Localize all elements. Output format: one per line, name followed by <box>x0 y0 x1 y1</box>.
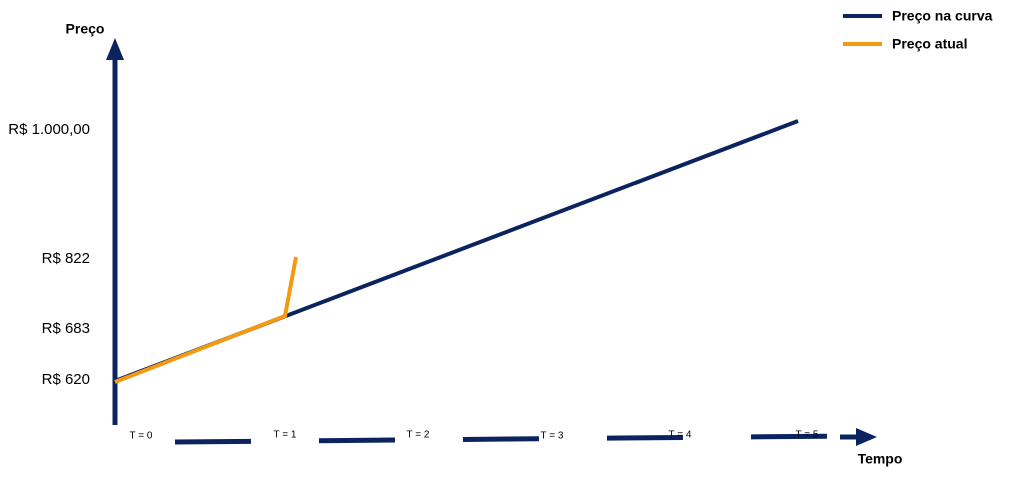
legend-label: Preço atual <box>892 36 967 52</box>
legend-label: Preço na curva <box>892 8 993 24</box>
price-label: R$ 822 <box>42 250 90 267</box>
price-label: R$ 1.000,00 <box>8 121 90 138</box>
time-label: T = 5 <box>796 430 819 441</box>
y-axis-arrow <box>106 38 124 60</box>
time-label: T = 0 <box>130 431 153 442</box>
price-label: R$ 683 <box>42 320 90 337</box>
x-axis-arrow <box>856 428 877 446</box>
time-label: T = 4 <box>669 430 692 441</box>
time-label: T = 2 <box>407 430 430 441</box>
x-axis-label: Tempo <box>858 451 903 467</box>
y-axis-label: Preço <box>66 21 105 37</box>
price-label: R$ 620 <box>42 371 90 388</box>
actual-line <box>114 256 298 384</box>
time-label: T = 3 <box>541 431 564 442</box>
x-axis <box>174 433 851 445</box>
time-label: T = 1 <box>274 430 297 441</box>
